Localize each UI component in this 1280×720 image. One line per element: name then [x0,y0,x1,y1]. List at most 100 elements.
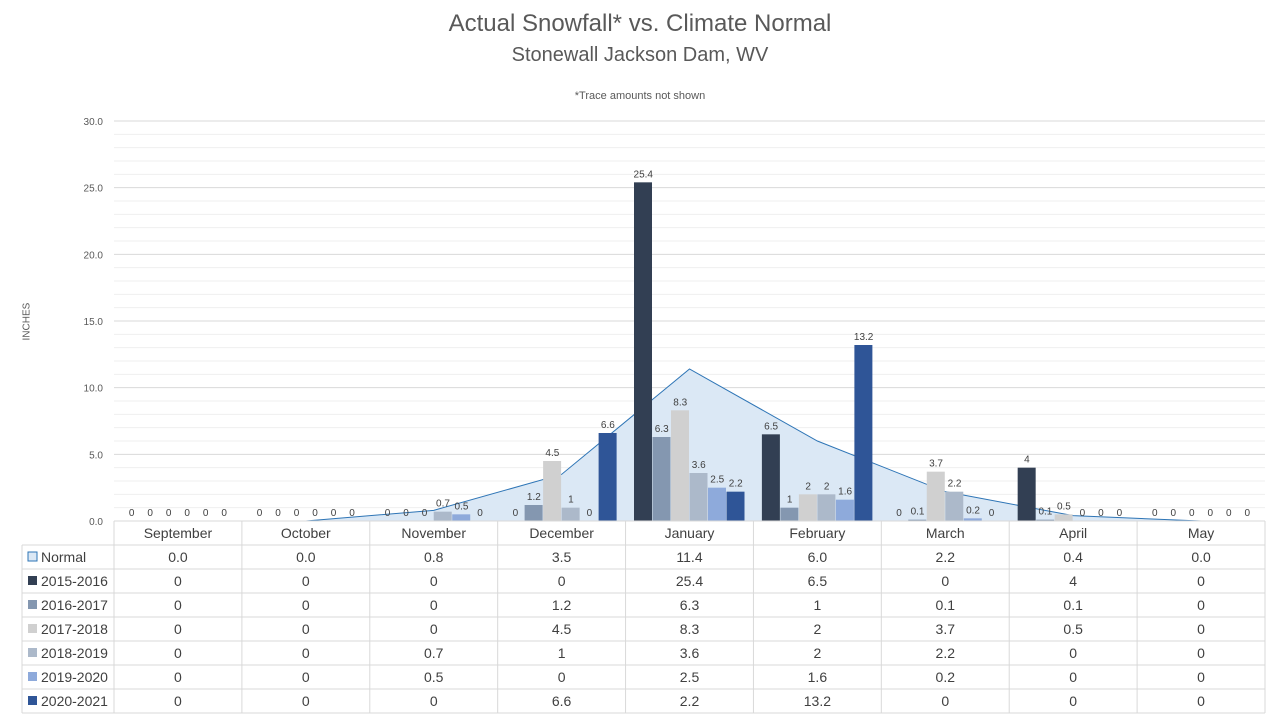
bar-2016-2017-April [1036,519,1055,521]
data-label-2015-2016-April: 4 [1024,455,1030,466]
bar-2019-2020-March [963,518,982,521]
category-label: December [529,525,594,541]
table-cell-2019-2020-October: 0 [302,669,310,685]
bar-2018-2019-March [945,491,964,521]
table-cell-2018-2019-March: 2.2 [936,645,956,661]
bar-2017-2018-January [671,410,689,521]
data-label-2019-2020-September: 0 [203,508,209,519]
data-label-2015-2016-October: 0 [257,508,263,519]
bar-2020-2021-February [854,345,873,521]
data-label-2017-2018-March: 3.7 [929,459,943,470]
bar-2016-2017-February [780,507,799,521]
normal-area [177,369,1202,521]
table-cell-2017-2018-May: 0 [1197,621,1205,637]
data-label-2020-2021-April: 0 [1117,508,1123,519]
data-label-2018-2019-October: 0 [312,508,318,519]
bar-2018-2019-November [433,511,452,521]
bar-2018-2019-January [689,473,708,521]
category-label: March [926,525,965,541]
table-cell-2020-2021-January: 2.2 [680,693,700,709]
table-cell-2015-2016-October: 0 [302,573,310,589]
data-label-2019-2020-November: 0.5 [455,501,469,512]
data-label-2017-2018-January: 8.3 [673,397,687,408]
bar-2015-2016-February [761,434,780,521]
table-cell-2018-2019-February: 2 [813,645,821,661]
table-cell-Normal-April: 0.4 [1063,549,1083,565]
legend-label-2016-2017: 2016-2017 [41,597,108,613]
table-cell-2020-2021-September: 0 [174,693,182,709]
table-cell-2018-2019-April: 0 [1069,645,1077,661]
table-cell-Normal-September: 0.0 [168,549,188,565]
table-cell-2019-2020-March: 0.2 [936,669,956,685]
data-label-2020-2021-January: 2.2 [729,479,743,490]
data-label-2018-2019-April: 0 [1080,508,1086,519]
chart-note: *Trace amounts not shown [574,90,706,102]
table-cell-2017-2018-February: 2 [813,621,821,637]
category-label: January [665,525,715,541]
data-label-2016-2017-September: 0 [147,508,153,519]
data-label-2020-2021-December: 6.6 [601,420,615,431]
table-cell-2017-2018-March: 3.7 [936,621,956,637]
y-tick-label: 0.0 [89,517,103,528]
data-label-2015-2016-September: 0 [129,508,135,519]
data-label-2019-2020-October: 0 [331,508,337,519]
legend-swatch-2020-2021 [28,696,37,705]
table-cell-Normal-May: 0.0 [1191,549,1211,565]
data-label-2017-2018-May: 0 [1189,508,1195,519]
bar-2017-2018-March [926,471,945,521]
bar-2018-2019-February [817,494,836,521]
table-cell-2018-2019-December: 1 [558,645,566,661]
table-cell-2020-2021-February: 13.2 [804,693,831,709]
bar-2016-2017-March [908,519,927,521]
bar-2019-2020-November [452,514,471,521]
data-label-2016-2017-January: 6.3 [655,424,669,435]
data-label-2018-2019-December: 1 [568,495,574,506]
y-tick-label: 10.0 [84,384,104,395]
table-cell-2016-2017-April: 0.1 [1063,597,1083,613]
data-label-2020-2021-March: 0 [989,508,995,519]
category-label: April [1059,525,1087,541]
table-cell-Normal-March: 2.2 [936,549,956,565]
table-cell-Normal-January: 11.4 [676,549,702,565]
table-cell-2017-2018-September: 0 [174,621,182,637]
category-label: February [789,525,845,541]
legend-label-2020-2021: 2020-2021 [41,693,108,709]
y-tick-label: 30.0 [84,117,104,128]
legend-label-2015-2016: 2015-2016 [41,573,108,589]
table-cell-2019-2020-September: 0 [174,669,182,685]
data-label-2016-2017-February: 1 [787,495,793,506]
legend-label-2017-2018: 2017-2018 [41,621,108,637]
table-cell-2020-2021-November: 0 [430,693,438,709]
data-label-2016-2017-October: 0 [275,508,281,519]
data-label-2018-2019-November: 0.7 [436,499,450,510]
chart-title: Actual Snowfall* vs. Climate Normal [448,10,832,37]
category-label: October [281,525,331,541]
table-cell-2019-2020-January: 2.5 [680,669,700,685]
table-cell-2019-2020-April: 0 [1069,669,1077,685]
legend-label-2018-2019: 2018-2019 [41,645,108,661]
table-cell-2017-2018-April: 0.5 [1063,621,1083,637]
data-label-2020-2021-November: 0 [477,508,483,519]
legend-swatch-2018-2019 [28,648,37,657]
table-cell-2020-2021-May: 0 [1197,693,1205,709]
data-label-2015-2016-March: 0 [896,508,902,519]
chart-subtitle: Stonewall Jackson Dam, WV [511,44,769,66]
data-label-2019-2020-April: 0 [1098,508,1104,519]
data-label-2016-2017-March: 0.1 [911,507,925,518]
table-cell-2017-2018-November: 0 [430,621,438,637]
data-label-2017-2018-September: 0 [166,508,172,519]
data-label-2019-2020-May: 0 [1226,508,1232,519]
data-label-2018-2019-March: 2.2 [948,479,962,490]
table-cell-Normal-October: 0.0 [296,549,316,565]
bar-2017-2018-December [543,461,562,521]
bar-2018-2019-December [561,507,580,521]
category-label: September [144,525,213,541]
data-label-2018-2019-January: 3.6 [692,460,706,471]
bar-2017-2018-April [1054,514,1073,521]
bar-2020-2021-December [598,433,617,521]
legend-swatch-2017-2018 [28,624,37,633]
data-label-2015-2016-February: 6.5 [764,421,778,432]
table-cell-2016-2017-November: 0 [430,597,438,613]
legend-label-2019-2020: 2019-2020 [41,669,108,685]
